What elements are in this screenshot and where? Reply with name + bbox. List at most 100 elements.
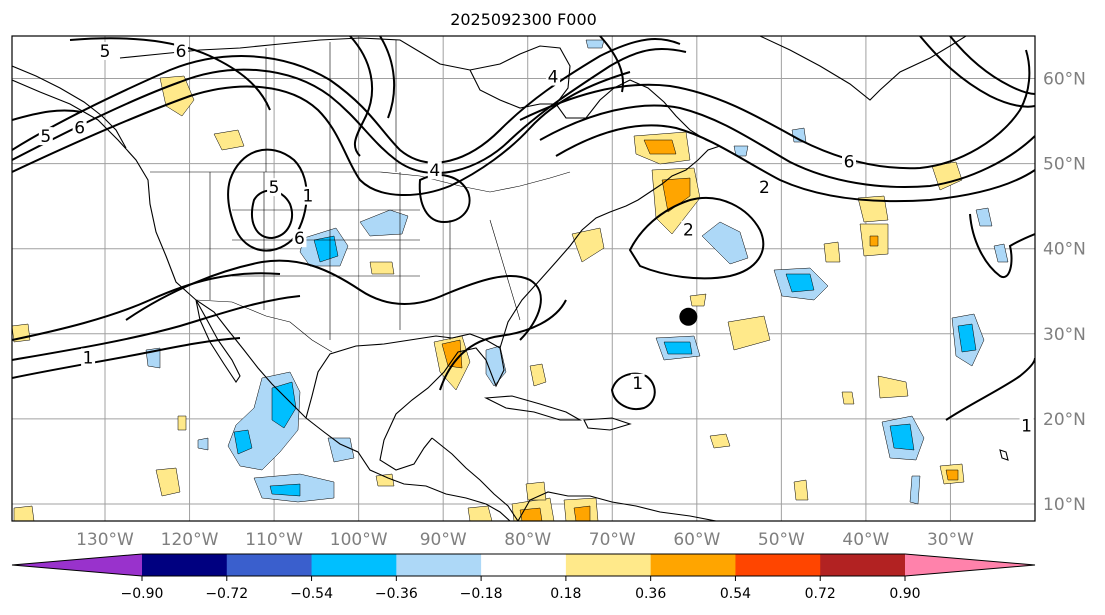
colorbar-extend-low <box>12 554 142 576</box>
coast-cuba <box>483 395 583 421</box>
shading-blue-atlantic-6 <box>975 207 993 227</box>
contour-label-13: 1 <box>632 374 643 394</box>
lon-label-10: 30°W <box>927 530 974 550</box>
contour-label-bg-4 <box>267 178 282 197</box>
shading-yellow-plains <box>369 261 395 275</box>
contour-10 <box>519 49 1031 170</box>
contour-label-11: 2 <box>683 221 694 241</box>
lat-label-1: 50°N <box>1043 155 1086 175</box>
contour-21 <box>69 37 271 111</box>
map-frame <box>11 35 1036 522</box>
coastlines <box>12 36 1009 521</box>
shading-blue-midwest <box>359 209 409 237</box>
contour-labels: 5 6 6 5 5 1 6 4 4 6 2 2 1 1 1 <box>38 42 1034 436</box>
shading-yellow-bc <box>213 129 245 151</box>
coast-gulf-of-mexico <box>305 333 505 471</box>
colorbar-segment-2 <box>311 554 397 576</box>
contour-label-bg-7 <box>427 161 442 180</box>
shading-blue-atlantic-8 <box>909 475 921 505</box>
colorbar-label-1: −0.72 <box>205 586 248 602</box>
contour-24 <box>599 36 624 93</box>
marker-layer <box>679 307 698 326</box>
colorbar-segment-5 <box>565 554 652 576</box>
shading-yellow-atlantic-7 <box>877 375 909 399</box>
shading-orange-sa-2 <box>519 507 543 521</box>
contour-label-bg-6 <box>292 229 307 248</box>
political-boundaries <box>150 40 571 353</box>
boundary-states-1 <box>209 172 521 340</box>
contour-label-bg-3 <box>38 127 53 146</box>
shading-yellow-atlantic-10 <box>709 433 731 449</box>
shading-blue-gulf-w <box>327 437 355 463</box>
boundary-us-mexico <box>195 299 333 353</box>
shading-yellow-atlantic-3 <box>823 241 841 263</box>
shading-orange-nova-scotia <box>661 177 691 213</box>
colorbar-label-8: 0.72 <box>805 586 836 602</box>
shading-yellow-atlantic-8 <box>841 391 855 405</box>
shading-orange-sa-3 <box>573 505 591 521</box>
contour-label-8: 4 <box>548 68 559 88</box>
contour-label-bg-11 <box>681 220 696 239</box>
contour-3 <box>12 71 631 197</box>
contour-12 <box>555 124 1035 203</box>
contour-label-bg-0 <box>98 42 112 61</box>
shading-yellow-carolina <box>571 227 605 263</box>
shading-cyan-atlantic-4 <box>889 423 915 451</box>
shading-yellow-mexico <box>375 473 395 487</box>
contour-7 <box>12 272 281 341</box>
lon-label-8: 50°W <box>758 530 805 550</box>
shading-cyan-mexico <box>271 381 297 429</box>
longitude-labels: 130°W 120°W 110°W 100°W 90°W 80°W 70°W 60°W 50°W… <box>76 530 974 550</box>
contour-label-bg-2 <box>72 118 87 137</box>
shading-cyan-mexico-b <box>233 429 253 455</box>
shading-yellow-atlantic-1 <box>689 293 707 307</box>
lon-label-6: 70°W <box>589 530 636 550</box>
contour-19 <box>969 213 1035 279</box>
lon-label-4: 90°W <box>420 530 467 550</box>
contour-label-2: 6 <box>74 119 85 139</box>
coast-central-america <box>431 437 519 521</box>
contours <box>12 36 1035 421</box>
contour-label-1: 6 <box>176 42 187 62</box>
lat-label-4: 20°N <box>1043 410 1086 430</box>
colorbar-segment-0 <box>142 554 228 576</box>
contour-label-bg-13 <box>630 373 645 392</box>
shading-cyan-atlantic-5 <box>957 323 977 353</box>
contour-17 <box>610 372 656 410</box>
contour-label-5: 1 <box>302 187 313 207</box>
shading-yellow-atlantic-11 <box>793 479 809 501</box>
colorbar-segment-7 <box>735 554 821 576</box>
boundary-canada-prov <box>265 40 397 172</box>
shading-yellow-atlantic-6 <box>931 161 963 191</box>
latitude-labels: 60°N 50°N 40°N 30°N 20°N 10°N <box>1043 70 1086 515</box>
shaded-fields <box>12 39 1009 521</box>
colorbar-segment-8 <box>820 554 906 576</box>
colorbar-label-3: −0.36 <box>375 586 418 602</box>
contour-label-bg-14 <box>1019 416 1034 435</box>
contour-label-bg-1 <box>174 42 189 61</box>
colorbar-segment-6 <box>650 554 736 576</box>
shading-yellow-pacific-4 <box>13 505 35 521</box>
shading-cyan-atlantic-3 <box>663 341 693 355</box>
contour-6 <box>125 259 542 341</box>
colorbar-segment-4 <box>481 554 567 576</box>
lon-label-2: 110°W <box>245 530 303 550</box>
coast-atlantic-us <box>499 145 721 349</box>
contour-label-7: 4 <box>429 161 440 181</box>
coast-canada-north <box>119 37 721 147</box>
contour-20 <box>12 109 83 121</box>
shading-blue-hudson <box>585 39 605 49</box>
lon-label-1: 120°W <box>161 530 219 550</box>
shading-blue-caribbean <box>197 437 209 451</box>
colorbar-label-0: −0.90 <box>121 586 164 602</box>
shading-yellow-atlantic-2 <box>727 315 771 351</box>
contour-8 <box>12 337 241 379</box>
colorbar-label-4: −0.18 <box>460 586 503 602</box>
lat-label-3: 30°N <box>1043 325 1086 345</box>
lon-label-0: 130°W <box>76 530 134 550</box>
shading-blue-atlantic-7 <box>993 243 1009 263</box>
colorbar-label-9: 0.90 <box>889 586 920 602</box>
colorbar-extend-high <box>905 554 1035 576</box>
contour-22 <box>349 36 373 157</box>
contour-18 <box>945 357 1035 421</box>
